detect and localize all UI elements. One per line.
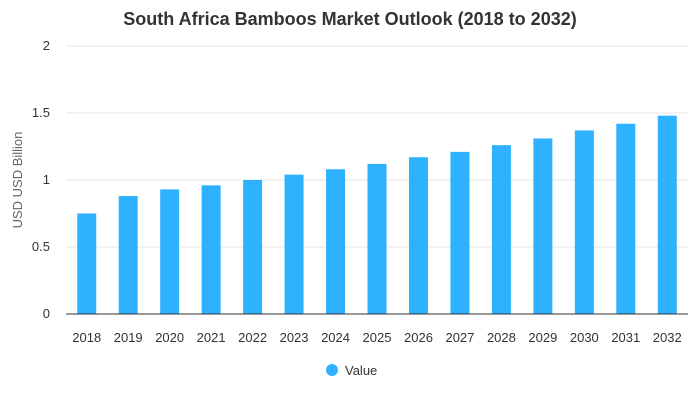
bar-2018[interactable] (77, 213, 97, 315)
x-tick-label: 2030 (570, 330, 599, 345)
bar-2030[interactable] (574, 130, 594, 314)
bar-2029[interactable] (533, 138, 553, 314)
x-tick-label: 2021 (197, 330, 226, 345)
legend-marker[interactable] (326, 364, 338, 376)
x-tick-label: 2031 (611, 330, 640, 345)
x-tick-label: 2028 (487, 330, 516, 345)
y-tick-label: 0 (43, 306, 50, 321)
bar-2026[interactable] (408, 157, 428, 314)
x-axis-ticks: 2018 2019 2020 2021 2022 2023 2024 2025 2026 2027… (72, 330, 681, 345)
y-tick-label: 2 (43, 38, 50, 53)
bar-2031[interactable] (616, 123, 636, 314)
y-tick-label: 1 (43, 172, 50, 187)
x-tick-label: 2022 (238, 330, 267, 345)
bar-2021[interactable] (201, 185, 221, 314)
y-axis-ticks: 0 0.5 1 1.5 2 (32, 38, 50, 321)
x-tick-label: 2026 (404, 330, 433, 345)
x-tick-label: 2024 (321, 330, 350, 345)
bars (77, 115, 677, 315)
x-tick-label: 2018 (72, 330, 101, 345)
bar-2025[interactable] (367, 163, 387, 314)
y-tick-label: 1.5 (32, 105, 50, 120)
x-tick-label: 2029 (528, 330, 557, 345)
x-tick-label: 2020 (155, 330, 184, 345)
bar-2028[interactable] (491, 145, 511, 314)
y-tick-label: 0.5 (32, 239, 50, 254)
bar-2023[interactable] (284, 174, 304, 314)
y-axis-label: USD USD Billion (10, 132, 25, 229)
chart-title: South Africa Bamboos Market Outlook (201… (123, 9, 576, 29)
x-tick-label: 2025 (363, 330, 392, 345)
bar-2020[interactable] (160, 189, 180, 314)
bar-2027[interactable] (450, 151, 470, 314)
legend-label[interactable]: Value (345, 363, 377, 378)
bar-2024[interactable] (326, 169, 346, 314)
bar-2019[interactable] (118, 196, 138, 314)
x-tick-label: 2027 (445, 330, 474, 345)
x-tick-label: 2023 (280, 330, 309, 345)
legend[interactable]: Value (326, 363, 377, 378)
x-tick-label: 2019 (114, 330, 143, 345)
x-tick-label: 2032 (653, 330, 682, 345)
bar-2032[interactable] (657, 115, 677, 315)
bar-2022[interactable] (243, 180, 263, 314)
